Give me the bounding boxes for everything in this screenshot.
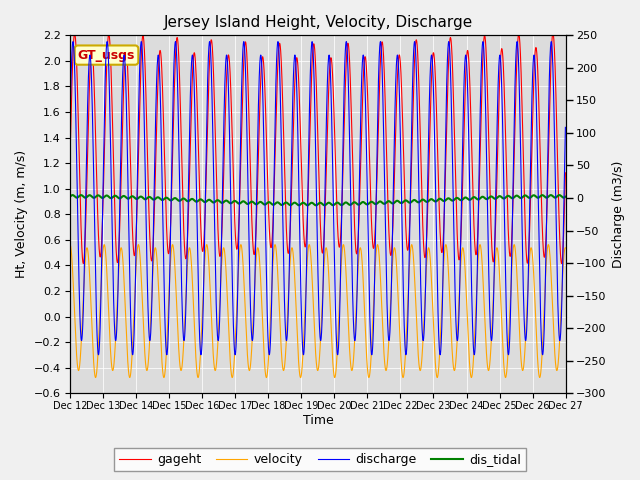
gageht xyxy=(561,175,569,181)
dis_tidal xyxy=(515,193,522,199)
gageht xyxy=(374,118,382,123)
velocity xyxy=(205,259,212,265)
velocity xyxy=(561,245,569,251)
discharge xyxy=(205,46,212,52)
Legend: gageht, velocity, discharge, dis_tidal: gageht, velocity, discharge, dis_tidal xyxy=(115,448,525,471)
dis_tidal xyxy=(312,203,320,208)
dis_tidal xyxy=(561,194,569,200)
velocity xyxy=(173,300,180,306)
gageht xyxy=(366,168,374,173)
dis_tidal xyxy=(205,197,212,203)
Line: dis_tidal: dis_tidal xyxy=(70,195,565,205)
gageht xyxy=(71,30,79,36)
dis_tidal xyxy=(556,192,563,198)
Line: velocity: velocity xyxy=(70,245,565,377)
gageht xyxy=(515,32,522,37)
Y-axis label: Ht, Velocity (m, m/s): Ht, Velocity (m, m/s) xyxy=(15,150,28,278)
discharge xyxy=(515,62,522,68)
velocity xyxy=(67,242,74,248)
gageht xyxy=(561,170,569,176)
velocity xyxy=(515,306,522,312)
discharge xyxy=(266,352,273,358)
gageht xyxy=(173,37,180,43)
velocity xyxy=(545,242,552,248)
dis_tidal xyxy=(366,200,374,205)
discharge xyxy=(366,319,374,325)
gageht xyxy=(67,140,74,146)
discharge xyxy=(375,72,383,77)
velocity xyxy=(561,245,569,251)
discharge xyxy=(561,124,569,130)
Y-axis label: Discharge (m3/s): Discharge (m3/s) xyxy=(612,161,625,268)
velocity xyxy=(374,246,382,252)
gageht xyxy=(205,79,212,85)
discharge xyxy=(67,102,74,108)
X-axis label: Time: Time xyxy=(303,414,333,427)
gageht xyxy=(557,261,565,266)
Text: GT_usgs: GT_usgs xyxy=(78,48,135,61)
dis_tidal xyxy=(173,196,180,202)
Title: Jersey Island Height, Velocity, Discharge: Jersey Island Height, Velocity, Discharg… xyxy=(163,15,472,30)
discharge xyxy=(103,39,111,45)
discharge xyxy=(561,131,569,137)
velocity xyxy=(366,371,374,376)
velocity xyxy=(92,374,99,380)
discharge xyxy=(173,51,180,57)
Line: discharge: discharge xyxy=(70,42,565,355)
dis_tidal xyxy=(561,194,569,200)
Line: gageht: gageht xyxy=(70,33,565,264)
dis_tidal xyxy=(67,193,74,199)
dis_tidal xyxy=(374,199,382,205)
